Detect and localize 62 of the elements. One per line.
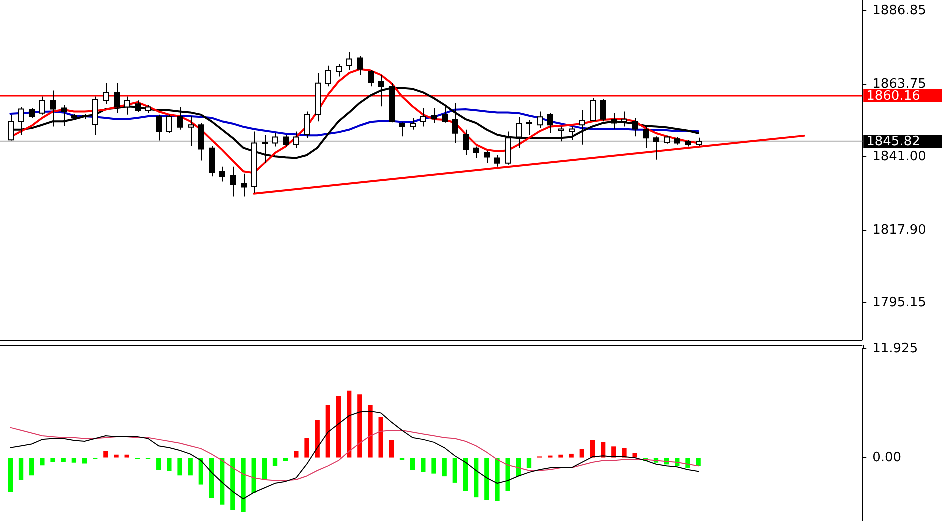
bar xyxy=(124,454,130,458)
bar xyxy=(50,458,56,462)
y-tick-label: 1795.15 xyxy=(872,295,926,310)
bar xyxy=(272,458,278,467)
bar xyxy=(252,458,256,494)
bar xyxy=(696,458,701,467)
bar xyxy=(421,458,426,472)
bar xyxy=(558,454,564,458)
bar xyxy=(40,458,45,466)
bar xyxy=(315,420,320,458)
bar xyxy=(442,458,447,477)
bar xyxy=(304,438,310,458)
y-tick-label: 1841.00 xyxy=(872,149,926,164)
bar xyxy=(114,454,119,458)
bar xyxy=(358,394,362,458)
bar xyxy=(178,458,182,476)
bar xyxy=(230,458,236,510)
bar xyxy=(347,390,352,458)
bar xyxy=(8,458,14,492)
bar xyxy=(506,458,510,492)
y-tick-label: 11.925 xyxy=(872,341,918,356)
y-tick-label: 0.00 xyxy=(872,450,902,466)
bar xyxy=(590,440,596,458)
bar xyxy=(198,458,204,485)
bar xyxy=(463,458,468,492)
bar xyxy=(82,458,88,464)
bar xyxy=(495,458,500,502)
bar xyxy=(632,453,638,458)
bar xyxy=(686,458,690,468)
bar xyxy=(284,458,288,462)
ref-line-label: 1845.82 xyxy=(866,134,920,150)
bar xyxy=(612,446,616,458)
bar xyxy=(452,458,458,483)
bar xyxy=(209,458,214,498)
bar xyxy=(378,417,384,458)
bar xyxy=(432,458,436,474)
bar xyxy=(18,458,24,480)
bar xyxy=(294,451,299,458)
y-tick-label: 1817.90 xyxy=(872,222,926,238)
bar xyxy=(188,458,193,476)
bar xyxy=(61,458,66,462)
y-tick-label: 1886.85 xyxy=(872,3,926,18)
bar xyxy=(368,406,373,458)
bar xyxy=(167,458,172,472)
bar xyxy=(474,458,479,498)
ref-line-label: 1860.16 xyxy=(866,88,920,104)
bar xyxy=(30,458,34,476)
bar xyxy=(262,458,268,480)
bar xyxy=(526,458,532,468)
bar xyxy=(569,454,574,458)
bar xyxy=(72,458,77,463)
bar xyxy=(241,458,246,512)
bar xyxy=(600,442,606,458)
bar xyxy=(156,458,162,470)
bar xyxy=(410,458,416,470)
bar xyxy=(389,440,394,458)
bar xyxy=(326,406,331,458)
bar xyxy=(484,458,490,500)
bar xyxy=(580,449,584,458)
bar xyxy=(336,396,342,458)
bar xyxy=(104,451,108,458)
bar xyxy=(220,458,225,505)
